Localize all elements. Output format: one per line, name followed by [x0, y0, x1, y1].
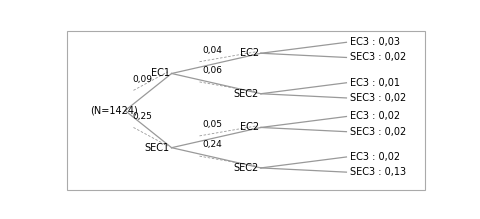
Text: SEC2: SEC2	[234, 89, 259, 99]
Text: (N=1424): (N=1424)	[90, 106, 137, 116]
Text: EC3 : 0,02: EC3 : 0,02	[350, 152, 400, 162]
Text: SEC3 : 0,02: SEC3 : 0,02	[350, 127, 407, 137]
Text: 0,25: 0,25	[133, 112, 153, 121]
Text: SEC3 : 0,02: SEC3 : 0,02	[350, 53, 407, 62]
Text: 0,05: 0,05	[203, 120, 223, 129]
Text: EC1: EC1	[151, 69, 170, 78]
Text: 0,09: 0,09	[133, 75, 153, 84]
Text: EC2: EC2	[240, 122, 259, 132]
Text: SEC3 : 0,13: SEC3 : 0,13	[350, 167, 406, 177]
Text: EC3 : 0,03: EC3 : 0,03	[350, 37, 400, 47]
Text: 0,24: 0,24	[203, 140, 222, 149]
Text: SEC2: SEC2	[234, 163, 259, 173]
Text: EC3 : 0,01: EC3 : 0,01	[350, 78, 400, 88]
Text: EC2: EC2	[240, 48, 259, 58]
Text: 0,06: 0,06	[203, 66, 223, 75]
Text: 0,04: 0,04	[203, 46, 222, 55]
Text: SEC3 : 0,02: SEC3 : 0,02	[350, 93, 407, 103]
Text: SEC1: SEC1	[144, 143, 170, 153]
Text: EC3 : 0,02: EC3 : 0,02	[350, 111, 400, 122]
